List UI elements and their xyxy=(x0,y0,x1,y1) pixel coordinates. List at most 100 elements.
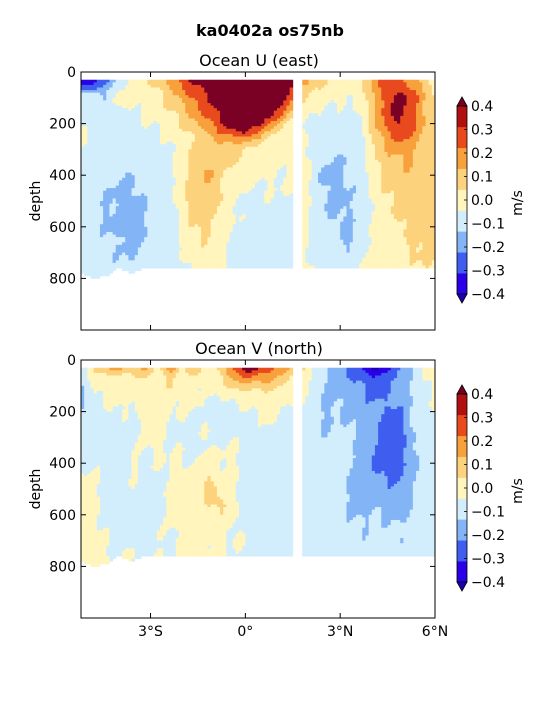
heatmap-cell xyxy=(194,226,199,230)
heatmap-cell xyxy=(118,239,123,243)
heatmap-cell xyxy=(286,115,291,119)
heatmap-cell xyxy=(115,190,120,194)
heatmap-cell xyxy=(264,139,268,143)
heatmap-cell xyxy=(84,234,88,238)
heatmap-cell xyxy=(163,126,167,130)
heatmap-cell xyxy=(273,128,278,132)
heatmap-cell xyxy=(178,121,183,124)
heatmap-cell xyxy=(201,182,205,186)
heatmap-cell xyxy=(90,226,95,230)
heatmap-cell xyxy=(178,190,183,194)
heatmap-cell xyxy=(122,154,126,158)
heatmap-cell xyxy=(169,146,174,150)
heatmap-cell xyxy=(93,211,98,215)
heatmap-cell xyxy=(302,149,306,153)
heatmap-cell xyxy=(122,84,126,88)
heatmap-cell xyxy=(223,128,227,132)
heatmap-cell xyxy=(188,131,193,135)
heatmap-cell xyxy=(213,100,218,104)
heatmap-cell xyxy=(96,257,101,261)
heatmap-cell xyxy=(264,231,268,235)
heatmap-cell xyxy=(109,92,114,96)
heatmap-cell xyxy=(106,247,110,251)
heatmap-cell xyxy=(270,265,275,269)
heatmap-cell xyxy=(150,133,155,137)
heatmap-cell xyxy=(118,257,123,261)
heatmap-cell xyxy=(232,105,237,109)
heatmap-cell xyxy=(223,123,227,127)
heatmap-cell xyxy=(267,110,272,114)
heatmap-cell xyxy=(106,151,110,155)
heatmap-cell xyxy=(210,115,215,119)
heatmap-cell xyxy=(286,234,291,238)
heatmap-cell xyxy=(242,190,246,194)
heatmap-cell xyxy=(115,121,120,124)
heatmap-cell xyxy=(239,219,243,223)
heatmap-cell xyxy=(172,139,177,143)
heatmap-cell xyxy=(245,84,249,88)
heatmap-cell xyxy=(201,260,205,264)
heatmap-cell xyxy=(283,172,287,176)
heatmap-cell xyxy=(103,121,107,124)
heatmap-cell xyxy=(128,201,132,204)
heatmap-cell xyxy=(96,188,101,192)
heatmap-cell xyxy=(254,198,259,202)
heatmap-cell xyxy=(210,213,215,217)
heatmap-cell xyxy=(197,102,202,106)
heatmap-cell xyxy=(185,244,189,248)
heatmap-cell xyxy=(99,206,104,210)
heatmap-cell xyxy=(109,139,114,143)
heatmap-cell xyxy=(210,242,215,246)
heatmap-cell xyxy=(169,159,174,163)
heatmap-cell xyxy=(112,141,117,145)
heatmap-cell xyxy=(261,108,265,112)
heatmap-cell xyxy=(242,177,246,181)
heatmap-cell xyxy=(276,82,281,86)
heatmap-cell xyxy=(137,90,142,94)
heatmap-cell xyxy=(302,87,306,91)
heatmap-cell xyxy=(204,164,208,168)
heatmap-cell xyxy=(216,216,221,220)
heatmap-cell xyxy=(125,97,129,101)
heatmap-cell xyxy=(103,260,107,264)
heatmap-cell xyxy=(141,144,145,148)
heatmap-cell xyxy=(232,97,237,101)
heatmap-cell xyxy=(109,164,114,168)
heatmap-cell xyxy=(103,151,107,155)
heatmap-cell xyxy=(178,252,183,256)
heatmap-cell xyxy=(147,265,151,269)
heatmap-cell xyxy=(103,195,107,199)
heatmap-cell xyxy=(163,260,167,264)
heatmap-cell xyxy=(242,250,246,253)
heatmap-cell xyxy=(150,211,155,215)
heatmap-cell xyxy=(251,203,256,207)
heatmap-cell xyxy=(216,141,221,145)
heatmap-cell xyxy=(87,121,91,124)
heatmap-cell xyxy=(201,95,205,99)
heatmap-cell xyxy=(163,211,167,215)
heatmap-cell xyxy=(156,79,161,83)
heatmap-cell xyxy=(226,198,230,202)
heatmap-cell xyxy=(201,255,205,259)
heatmap-cell xyxy=(232,185,237,189)
heatmap-cell xyxy=(201,180,205,184)
heatmap-cell xyxy=(216,118,221,122)
heatmap-cell xyxy=(141,128,145,132)
heatmap-cell xyxy=(84,149,88,153)
heatmap-cell xyxy=(178,185,183,189)
heatmap-cell xyxy=(147,110,151,114)
heatmap-cell xyxy=(267,97,272,101)
heatmap-cell xyxy=(194,229,199,233)
heatmap-cell xyxy=(185,118,189,122)
heatmap-cell xyxy=(115,79,120,83)
heatmap-cell xyxy=(188,216,193,220)
heatmap-cell xyxy=(210,162,215,166)
heatmap-cell xyxy=(106,250,110,253)
heatmap-cell xyxy=(141,136,145,140)
heatmap-cell xyxy=(251,172,256,176)
heatmap-cell xyxy=(280,244,284,248)
heatmap-cell xyxy=(141,182,145,186)
heatmap-cell xyxy=(204,87,208,91)
heatmap-cell xyxy=(141,100,145,104)
heatmap-cell xyxy=(191,151,196,155)
